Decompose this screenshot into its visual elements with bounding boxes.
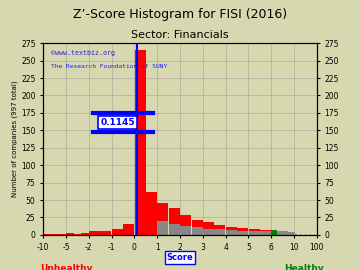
Bar xyxy=(226,227,237,235)
Bar xyxy=(288,232,294,235)
Bar xyxy=(48,234,52,235)
Bar xyxy=(248,229,260,235)
Bar xyxy=(226,230,237,235)
Bar xyxy=(192,220,203,235)
Bar xyxy=(180,215,191,235)
Bar xyxy=(74,234,81,235)
Bar xyxy=(214,229,225,235)
Bar xyxy=(112,229,134,235)
Text: Sector: Financials: Sector: Financials xyxy=(131,30,229,40)
Bar xyxy=(123,224,134,235)
Bar xyxy=(192,227,203,235)
Bar xyxy=(271,230,277,235)
Bar xyxy=(66,233,73,235)
Text: Z’-Score Histogram for FISI (2016): Z’-Score Histogram for FISI (2016) xyxy=(73,8,287,21)
Y-axis label: Number of companies (997 total): Number of companies (997 total) xyxy=(12,81,18,197)
Bar xyxy=(271,232,274,235)
Bar xyxy=(146,192,157,235)
Bar xyxy=(169,208,180,235)
Bar xyxy=(62,234,66,235)
Bar xyxy=(157,203,168,235)
Bar xyxy=(260,231,271,235)
Text: ©www.textbiz.org: ©www.textbiz.org xyxy=(51,50,116,56)
Text: 0.1145: 0.1145 xyxy=(100,118,135,127)
Bar xyxy=(169,224,180,235)
Bar xyxy=(277,231,283,235)
X-axis label: Score: Score xyxy=(167,253,193,262)
Bar xyxy=(283,231,288,235)
Bar xyxy=(157,221,168,235)
Text: Healthy: Healthy xyxy=(284,264,324,270)
Bar xyxy=(43,234,48,235)
Bar xyxy=(180,226,191,235)
Text: The Research Foundation of SUNY: The Research Foundation of SUNY xyxy=(51,64,168,69)
Bar xyxy=(52,234,57,235)
Bar xyxy=(237,231,248,235)
Bar xyxy=(135,50,146,235)
Bar xyxy=(81,233,89,235)
Bar xyxy=(89,231,111,235)
Bar xyxy=(57,234,62,235)
Bar xyxy=(260,230,271,235)
Bar xyxy=(203,222,214,235)
Bar xyxy=(237,228,248,235)
Bar xyxy=(274,232,277,235)
Text: Unhealthy: Unhealthy xyxy=(40,264,92,270)
Bar xyxy=(214,225,225,235)
Bar xyxy=(203,229,214,235)
Bar xyxy=(248,231,260,235)
